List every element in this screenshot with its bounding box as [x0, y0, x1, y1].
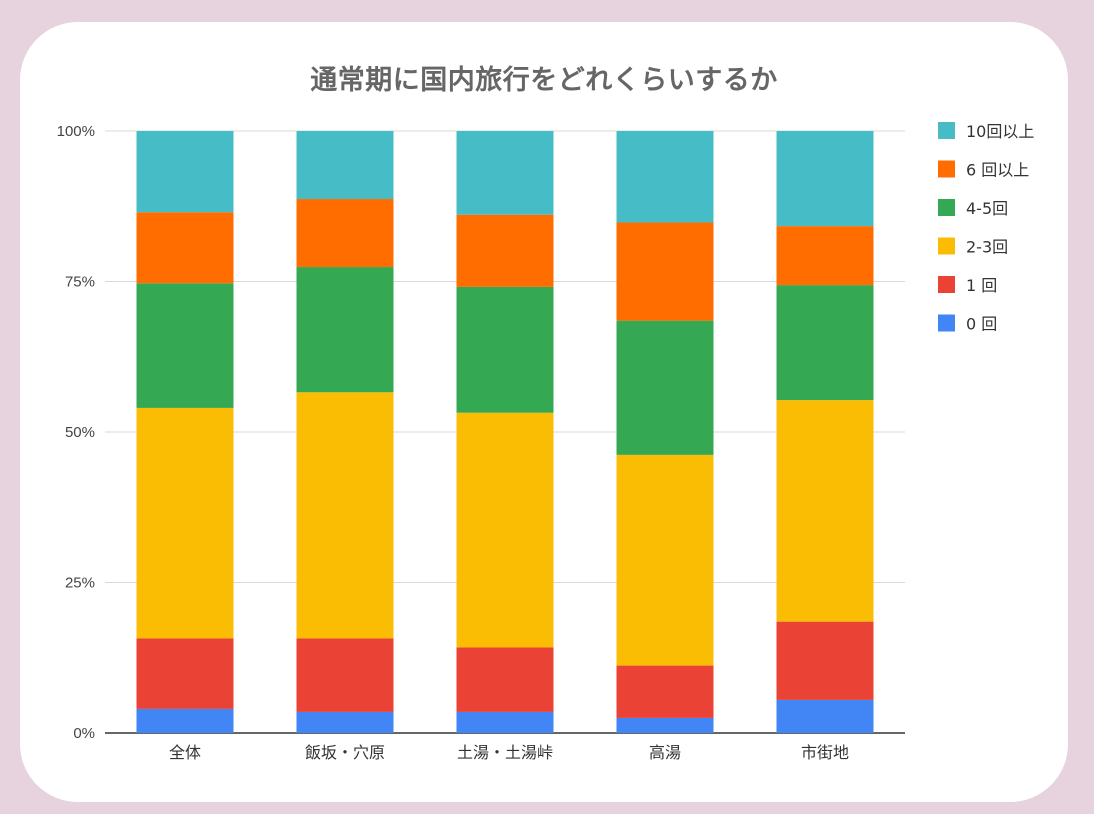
y-tick-label: 0%	[73, 725, 95, 742]
bar-segment	[136, 212, 234, 284]
bar-segment	[776, 131, 874, 227]
y-tick-label: 100%	[57, 123, 95, 140]
bar-segment	[296, 638, 394, 712]
bar-segment	[616, 454, 714, 666]
bar-segment	[776, 621, 874, 700]
bar-segment	[296, 711, 394, 733]
bar-segment	[136, 131, 234, 213]
bar-segment	[136, 638, 234, 709]
bar-segment	[776, 699, 874, 733]
legend-label: 2-3回	[966, 238, 1008, 257]
legend-label: 10回以上	[966, 122, 1034, 141]
bar-segment	[456, 214, 554, 287]
x-tick-label: 飯坂・穴原	[305, 743, 385, 762]
bar-segment	[616, 717, 714, 733]
y-tick-label: 50%	[65, 424, 95, 441]
bar-segment	[296, 392, 394, 639]
x-tick-label: 市街地	[801, 743, 849, 762]
legend-label: 4-5回	[966, 199, 1008, 218]
legend-label: 1 回	[966, 276, 997, 295]
chart-title: 通常期に国内旅行をどれくらいするか	[310, 65, 778, 96]
bar-segment	[456, 647, 554, 712]
x-tick-label: 土湯・土湯峠	[457, 743, 553, 762]
legend-swatch	[938, 237, 955, 255]
legend-swatch	[938, 122, 955, 139]
bar-segment	[296, 267, 394, 393]
bar-segment	[616, 131, 714, 223]
bar-segment	[296, 199, 394, 268]
bar-segment	[776, 226, 874, 286]
bar-segment	[456, 131, 554, 215]
bar-segment	[616, 222, 714, 321]
x-tick-label: 全体	[169, 743, 201, 762]
bar-segment	[776, 400, 874, 622]
bar-segment	[136, 708, 234, 733]
bar-segment	[136, 283, 234, 408]
legend-label: 6 回以上	[966, 161, 1029, 180]
bar-segment	[456, 711, 554, 733]
bar-segment	[296, 131, 394, 200]
bar-segment	[136, 407, 234, 639]
bar-segment	[776, 285, 874, 401]
legend-swatch	[938, 276, 955, 293]
legend-label: 0 回	[966, 315, 997, 334]
legend-swatch	[938, 314, 955, 332]
y-tick-label: 75%	[65, 274, 95, 291]
bar-segment	[616, 320, 714, 455]
y-tick-label: 25%	[65, 575, 95, 592]
bar-segment	[616, 665, 714, 718]
legend-swatch	[938, 160, 955, 178]
legend-swatch	[938, 199, 955, 216]
bar-segment	[456, 412, 554, 648]
bar-segment	[456, 286, 554, 413]
x-tick-label: 高湯	[649, 743, 681, 762]
